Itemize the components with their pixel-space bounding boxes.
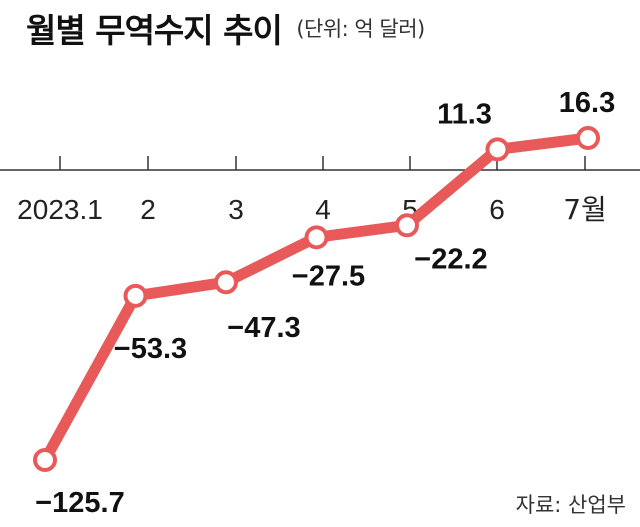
data-point [395,213,419,238]
data-label: 16.3 [559,87,615,119]
x-tick-label: 2 [140,194,156,225]
data-label: −125.7 [35,487,125,519]
data-point [304,225,329,250]
unit-note: (단위: 억 달러) [296,17,425,41]
data-label: 11.3 [437,98,492,130]
x-tick-label: 4 [315,194,331,225]
data-label: −22.2 [414,243,487,275]
axis-layer: 2023.1 2 3 4 5 6 7월 [0,156,640,226]
x-tick-label: 3 [228,194,244,225]
data-label: −47.3 [227,312,300,344]
x-tick-label: 2023.1 [17,194,103,225]
data-point [214,270,238,295]
title-row: 월별 무역수지 추이 (단위: 억 달러) [26,4,626,60]
data-point [123,283,148,308]
data-label: −53.3 [114,333,187,365]
label-layer: −125.7 −53.3 −47.3 −27.5 −22.2 11.3 16.3 [35,87,615,519]
data-point [576,126,600,150]
source-note: 자료: 산업부 [515,493,626,517]
data-point [485,137,510,162]
marker-layer [33,126,600,472]
chart-title: 월별 무역수지 추이 [26,11,283,50]
x-tick-label: 7월 [563,193,607,226]
x-tick-label: 6 [489,194,505,225]
data-point [33,448,57,472]
data-label: −27.5 [292,260,365,292]
